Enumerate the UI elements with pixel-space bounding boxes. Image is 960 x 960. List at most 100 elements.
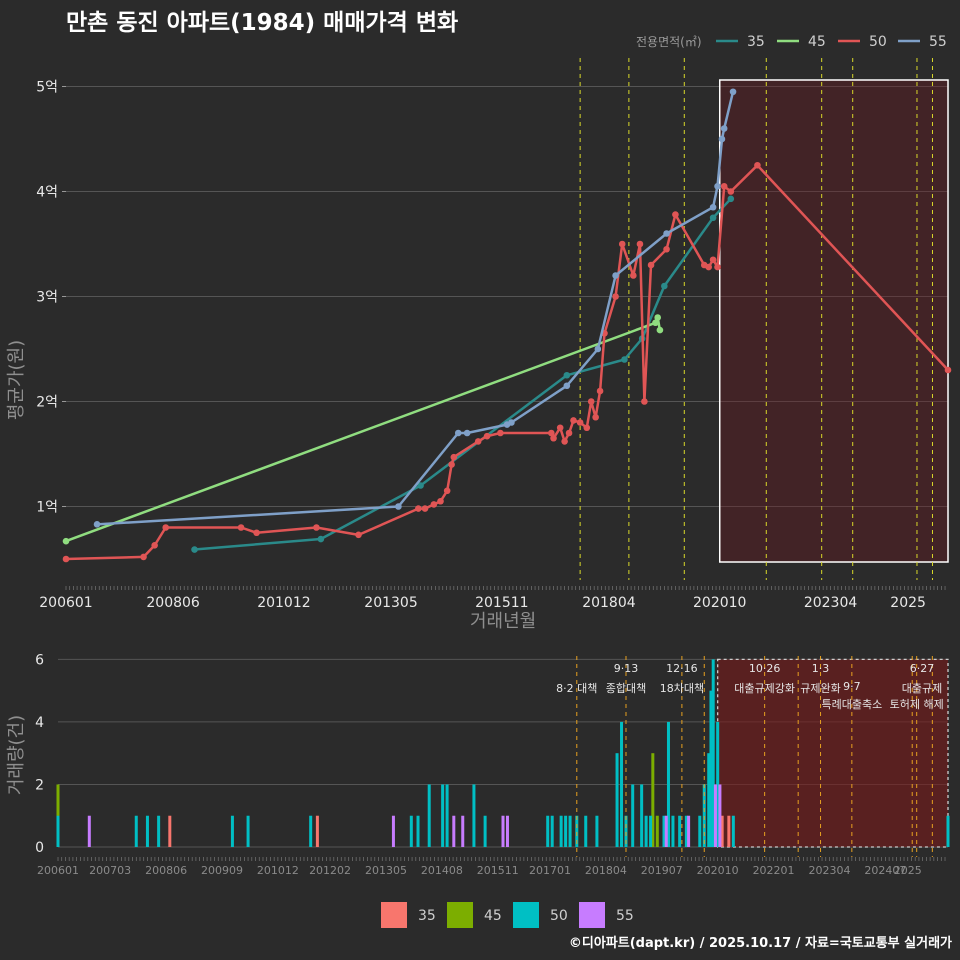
volume-x-tick-label: 202407: [864, 864, 906, 877]
data-point-50: [592, 413, 599, 421]
volume-bar-50: [564, 815, 568, 847]
data-point-45: [62, 537, 70, 545]
data-point-55: [563, 382, 571, 390]
volume-bar-35: [315, 815, 319, 847]
volume-bar-50: [309, 815, 313, 847]
volume-bar-50: [246, 815, 250, 847]
series-line-50: [65, 164, 949, 561]
volume-bar-55: [461, 815, 465, 847]
volume-bar-50: [56, 815, 60, 847]
data-point-55: [720, 125, 728, 132]
data-point-55: [612, 272, 619, 279]
policy-name-label: 8·2 대책: [556, 682, 597, 695]
volume-y-tick-label: 6: [35, 652, 44, 668]
price-y-tick-label: 3억: [36, 290, 58, 306]
volume-bar-50: [584, 815, 588, 847]
policy-date-label: 10·26: [749, 662, 781, 675]
volume-bar-50: [640, 784, 644, 847]
data-point-50: [253, 529, 260, 537]
data-point-50: [415, 505, 422, 512]
footer-credit: ©디아파트(dapt.kr) / 2025.10.17 / 자료=국토교통부 실…: [569, 935, 952, 951]
data-point-50: [587, 398, 595, 405]
bottom-legend-label-35: 35: [418, 908, 436, 924]
data-point-50: [355, 531, 362, 539]
data-point-45: [654, 314, 661, 321]
volume-bar-50: [441, 784, 445, 847]
volume-bar-50: [666, 721, 670, 847]
volume-x-tick-label: 201408: [421, 864, 463, 877]
data-point-55: [594, 345, 602, 353]
data-point-35: [563, 371, 571, 379]
data-point-50: [561, 438, 568, 445]
data-point-50: [140, 553, 147, 561]
volume-bar-50: [145, 815, 149, 847]
volume-bar-50: [698, 815, 702, 847]
volume-bar-50: [546, 815, 550, 847]
data-point-50: [596, 387, 604, 395]
volume-bar-50: [568, 815, 572, 847]
volume-bar-50: [157, 815, 161, 847]
price-x-tick-label: 202304: [804, 595, 858, 611]
data-point-50: [647, 261, 655, 269]
volume-bar-50: [684, 815, 688, 847]
price-y-tick-label: 1억: [36, 500, 58, 516]
policy-date-label: 9·13: [614, 662, 639, 675]
volume-panel: 0 2 4 6 8·2 대책 9·13 종합대책 12·16 18차대책 10·26 대출규제강화 1…: [35, 652, 950, 877]
data-point-50: [636, 240, 644, 248]
price-x-axis-label: 거래년월: [470, 611, 536, 632]
volume-y-tick-label: 4: [35, 715, 44, 731]
data-point-50: [430, 501, 438, 508]
price-x-tick-label: 200806: [146, 595, 200, 611]
top-legend: 전용면적(㎡) 35 45 50 55: [636, 34, 947, 50]
data-point-50: [497, 429, 504, 437]
volume-bar-55: [501, 815, 505, 847]
bottom-legend-label-55: 55: [616, 908, 634, 924]
price-x-tick-label: 202010: [693, 595, 746, 611]
volume-x-tick-label: 201907: [641, 864, 683, 877]
chart-title: 만촌 동진 아파트(1984) 매매가격 변화: [66, 10, 458, 36]
volume-x-tick-label: 202010: [697, 864, 739, 877]
data-point-35: [661, 282, 668, 290]
volume-bar-50: [230, 815, 234, 847]
data-point-50: [448, 461, 455, 468]
volume-x-tick-label: 201701: [529, 864, 571, 877]
data-point-50: [576, 419, 584, 426]
volume-x-tick-label: 201804: [585, 864, 627, 877]
volume-bar-55: [452, 815, 456, 847]
volume-bar-55: [505, 815, 509, 847]
volume-bar-50: [483, 815, 487, 847]
data-point-50: [565, 429, 573, 437]
data-point-55: [395, 503, 402, 510]
policy-name-label: 토허제 해제: [890, 697, 944, 711]
data-point-50: [162, 524, 170, 531]
data-point-50: [151, 542, 158, 549]
data-point-35: [317, 535, 325, 543]
data-point-50: [437, 497, 444, 505]
price-x-tick-label: 201012: [257, 595, 310, 611]
data-point-50: [618, 240, 626, 248]
data-point-50: [548, 429, 555, 437]
volume-x-tick-label: 200601: [37, 864, 79, 877]
volume-bar-50: [559, 815, 563, 847]
volume-bar-50: [946, 815, 950, 847]
data-point-35: [621, 356, 628, 363]
policy-date-label: 1·3: [812, 662, 830, 675]
volume-x-tick-label: 201511: [477, 864, 519, 877]
volume-bar-55: [664, 815, 668, 847]
volume-bar-50: [624, 815, 628, 847]
data-point-50: [714, 263, 721, 271]
data-point-45: [652, 319, 659, 327]
policy-name-label: 특례대출축소: [821, 698, 882, 711]
data-point-35: [709, 214, 717, 222]
data-point-50: [641, 398, 648, 405]
policy-date-label: 12·16: [666, 662, 698, 675]
volume-bar-50: [595, 815, 599, 847]
data-point-50: [450, 453, 458, 461]
volume-bar-50: [644, 815, 648, 847]
volume-bar-50: [707, 753, 711, 847]
volume-bar-50: [709, 690, 713, 847]
volume-bar-50: [631, 784, 635, 847]
series-line-35: [194, 197, 732, 551]
data-point-50: [570, 417, 577, 424]
data-point-50: [709, 256, 717, 264]
